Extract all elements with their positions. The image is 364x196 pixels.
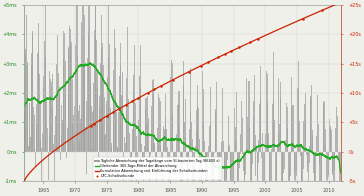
Legend: Tägliche Abweichung der Tagelänge vom SI-basierten Tag (86400 s), Gleitender 365: Tägliche Abweichung der Tagelänge vom SI…: [93, 157, 222, 180]
